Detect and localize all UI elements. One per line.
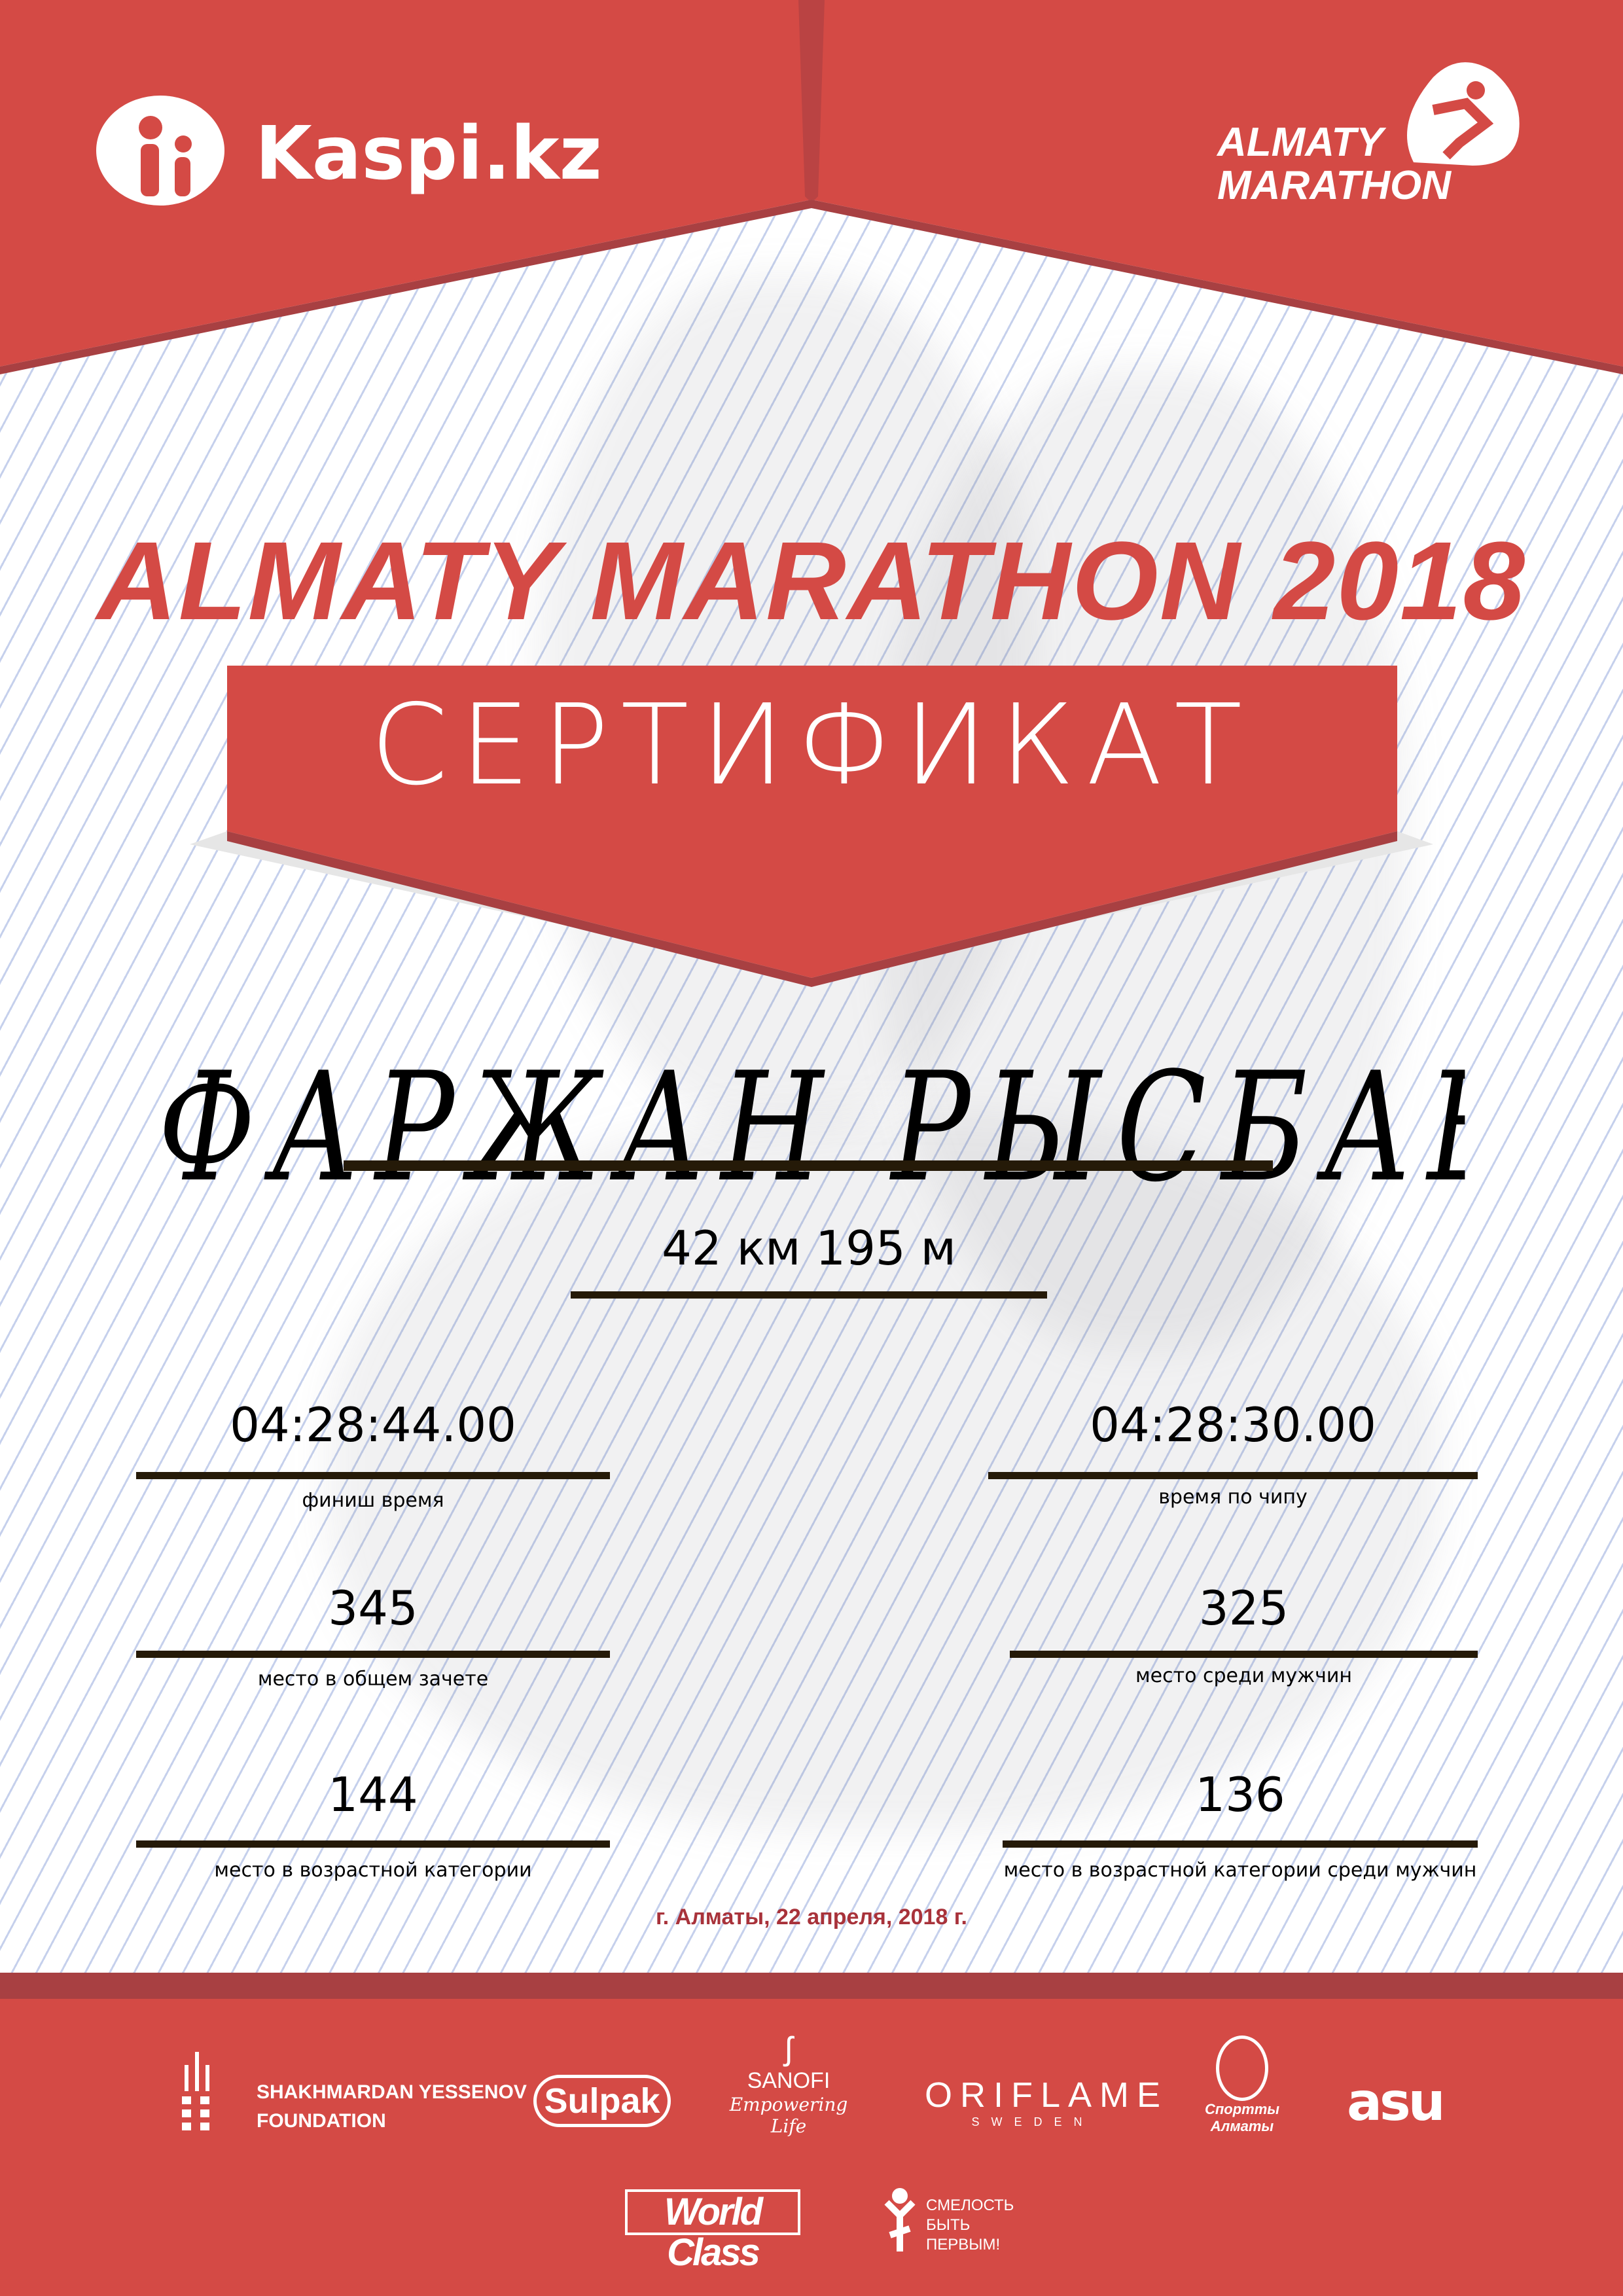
age-place-line (136, 1840, 610, 1848)
finish-time-line (136, 1472, 610, 1479)
age-gender-place-label: место в возрастной категории среди мужчи… (1003, 1859, 1477, 1882)
worldclass-logo: World Class (625, 2189, 800, 2273)
logo-line-1: ALMATY (1217, 120, 1383, 165)
oriflame-logo: ORIFLAME SWEDEN (925, 2075, 1169, 2129)
kaspi-logo-text: Kaspi.kz (255, 111, 602, 196)
age-gender-place-value: 136 (1195, 1767, 1285, 1822)
guilloche-background (0, 0, 1623, 1977)
age-place-label: место в возрастной категории (214, 1859, 532, 1882)
sport-almaty-emblem-icon (1216, 2036, 1268, 2101)
certificate-banner (190, 666, 1433, 987)
certificate-heading: СЕРТИФИКАТ (370, 681, 1255, 810)
almaty-marathon-runner-icon (1394, 58, 1525, 169)
almaty-marathon-logo-text: ALMATY MARATHON (1217, 121, 1451, 207)
event-title: ALMATY MARATHON 2018 (96, 519, 1527, 643)
sanofi-swirl-icon: ʃ (785, 2030, 793, 2067)
overall-place-value: 345 (328, 1581, 418, 1636)
sulpak-logo: Sulpak (533, 2075, 671, 2127)
sport-almaty-logo: Спортты Алматы (1196, 2036, 1288, 2135)
fund-runner-icon (884, 2188, 916, 2251)
oriflame-sub: SWEDEN (971, 2115, 1094, 2128)
gender-place-line (1010, 1651, 1478, 1658)
overall-place-line (136, 1651, 610, 1658)
gender-place-label: место среди мужчин (1135, 1664, 1352, 1687)
finish-time-label: финиш время (302, 1489, 444, 1512)
sport-almaty-text: Спортты Алматы (1204, 2101, 1280, 2134)
fund-line-3: ПЕРВЫМ! (926, 2236, 1001, 2253)
kaspi-logo-icon (95, 95, 229, 206)
oriflame-text: ORIFLAME (925, 2075, 1169, 2115)
yessenov-logo-text: SHAKHMARDAN YESSENOV FOUNDATION (257, 2078, 527, 2136)
age-gender-place-line (1003, 1840, 1478, 1848)
partners-footer (0, 1973, 1623, 2296)
fund-line-1: СМЕЛОСТЬ (926, 2197, 1014, 2214)
chip-time-value: 04:28:30.00 (1090, 1397, 1376, 1452)
yessenov-logo-icon (182, 2052, 209, 2130)
overall-place-label: место в общем зачете (257, 1668, 489, 1691)
footer-strip (0, 1973, 1623, 1999)
finish-time-value: 04:28:44.00 (230, 1397, 516, 1452)
fund-logo-text: СМЕЛОСТЬ БЫТЬ ПЕРВЫМ! (926, 2196, 1014, 2255)
header-banner (0, 0, 1623, 374)
asu-logo: asu (1347, 2072, 1446, 2132)
distance-value: 42 км 195 м (662, 1221, 956, 1276)
name-underline (344, 1160, 1273, 1171)
yessenov-line-2: FOUNDATION (257, 2110, 386, 2132)
age-place-value: 144 (328, 1767, 418, 1822)
gender-place-value: 325 (1198, 1581, 1289, 1636)
participant-name: ФАРЖАН РЫСБАЕВ (158, 1041, 1465, 1215)
sanofi-logo: ʃ SANOFI Empowering Life (726, 2029, 851, 2137)
sanofi-tagline: Empowering Life (729, 2094, 848, 2137)
sanofi-text: SANOFI (747, 2068, 830, 2093)
distance-underline (571, 1291, 1047, 1299)
fund-line-2: БЫТЬ (926, 2216, 971, 2234)
logo-line-2: MARATHON (1217, 163, 1452, 208)
yessenov-line-1: SHAKHMARDAN YESSENOV (257, 2081, 527, 2103)
chip-time-line (988, 1472, 1478, 1479)
date-place: г. Алматы, 22 апреля, 2018 г. (656, 1905, 967, 1929)
chip-time-label: время по чипу (1158, 1486, 1308, 1509)
